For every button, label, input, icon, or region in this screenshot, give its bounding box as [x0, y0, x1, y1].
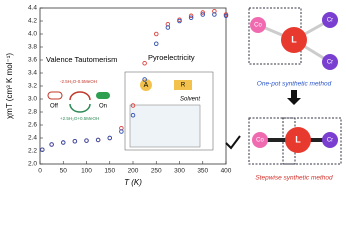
atom-label: Co: [256, 138, 264, 144]
annotation: On: [99, 104, 107, 110]
data-point: [153, 41, 159, 47]
atom-label: Co: [254, 23, 262, 29]
x-tick-label: 300: [174, 168, 185, 175]
atom: [322, 54, 338, 70]
y-tick-label: 3.4: [28, 70, 37, 77]
data-point: [119, 129, 124, 134]
data-point: [165, 25, 171, 30]
data-point: [200, 10, 205, 15]
data-point: [212, 12, 217, 17]
annotation: Pyroelectricity: [148, 53, 195, 62]
atom-label: Cr: [327, 18, 333, 24]
graphical-abstract: χmT (cm³ K mol⁻¹) T (K) Valence Tautomer…: [5, 5, 342, 187]
x-tick-label: 400: [221, 168, 232, 175]
dashed-box: [282, 117, 342, 165]
arrow: [69, 103, 91, 113]
data-point: [72, 138, 78, 144]
scheme: Co Cr L Cr One-pot synthetic method Co L…: [248, 7, 342, 182]
dashed-box: [248, 117, 296, 165]
crystal-image: [129, 104, 201, 148]
y-axis-label: χmT (cm³ K mol⁻¹): [5, 53, 14, 119]
dashed-box: [248, 7, 302, 65]
x-tick-label: 100: [81, 168, 92, 175]
y-tick-label: 2.4: [28, 135, 37, 142]
arrow: [287, 90, 301, 105]
label-bg: [44, 54, 110, 66]
data-point: [130, 103, 136, 108]
annotation: Solvent: [180, 97, 200, 103]
x-tick-label: 200: [128, 168, 139, 175]
x-tick-label: 0: [38, 168, 42, 175]
annotation: Valence Tautomerism: [46, 55, 117, 64]
atom-label: L: [295, 134, 301, 144]
inset-box: [124, 71, 214, 151]
atom-label: Cr: [327, 60, 333, 66]
data-point: [84, 138, 89, 143]
atom: [285, 127, 311, 153]
annotation: A: [144, 82, 149, 89]
y-tick-label: 2.6: [28, 122, 37, 129]
atom-label: Cr: [327, 138, 333, 144]
atom-label: L: [291, 34, 297, 44]
data-point: [49, 142, 54, 147]
y-tick-label: 2.8: [28, 109, 37, 116]
annotation: +2.5H₂O+0.5MeOH: [60, 116, 99, 121]
data-point: [40, 147, 45, 152]
x-tick-label: 50: [60, 168, 68, 175]
annotation: R: [181, 83, 186, 89]
y-tick-label: 3.0: [28, 96, 37, 103]
atom: [281, 27, 307, 53]
atom: [322, 12, 338, 28]
x-axis-label: T (K): [124, 178, 142, 187]
data-point: [142, 77, 147, 82]
y-tick-label: 4.4: [28, 5, 37, 12]
atom: [252, 132, 268, 148]
x-tick-label: 350: [197, 168, 208, 175]
data-point: [142, 61, 147, 66]
data-point: [177, 18, 182, 24]
data-point: [188, 13, 194, 19]
atom: [322, 132, 338, 148]
y-tick-label: 2.2: [28, 148, 37, 155]
y-tick-label: 4.0: [28, 31, 37, 38]
x-tick-label: 250: [151, 168, 162, 175]
data-point: [95, 137, 101, 143]
checkmark: [225, 135, 241, 150]
method-label: Stepwise synthetic method: [255, 175, 333, 182]
annotation: Off: [50, 104, 58, 110]
icon: [140, 79, 152, 91]
data-point: [130, 112, 136, 118]
inset: Valence Tautomerism Pyroelectricity -2.5…: [44, 53, 214, 151]
y-tick-label: 3.6: [28, 57, 37, 64]
data-point: [61, 140, 66, 145]
annotation: -2.5H₂O-0.5MeOH: [60, 79, 97, 84]
y-tick-label: 2.0: [28, 161, 37, 168]
x-tick-label: 150: [104, 168, 115, 175]
method-label: One-pot synthetic method: [257, 81, 332, 88]
data-point: [107, 135, 112, 141]
switch-on: [96, 92, 110, 99]
data-point: [188, 15, 194, 20]
atom: [250, 17, 266, 33]
y-tick-label: 3.2: [28, 83, 37, 90]
arrow: [69, 91, 91, 101]
data-point: [223, 13, 229, 19]
data-point: [200, 12, 205, 17]
y-tick-label: 4.2: [28, 18, 37, 25]
switch-off: [47, 91, 63, 100]
icon: [174, 80, 192, 90]
y-tick-label: 3.8: [28, 44, 37, 51]
data-point: [153, 31, 159, 37]
